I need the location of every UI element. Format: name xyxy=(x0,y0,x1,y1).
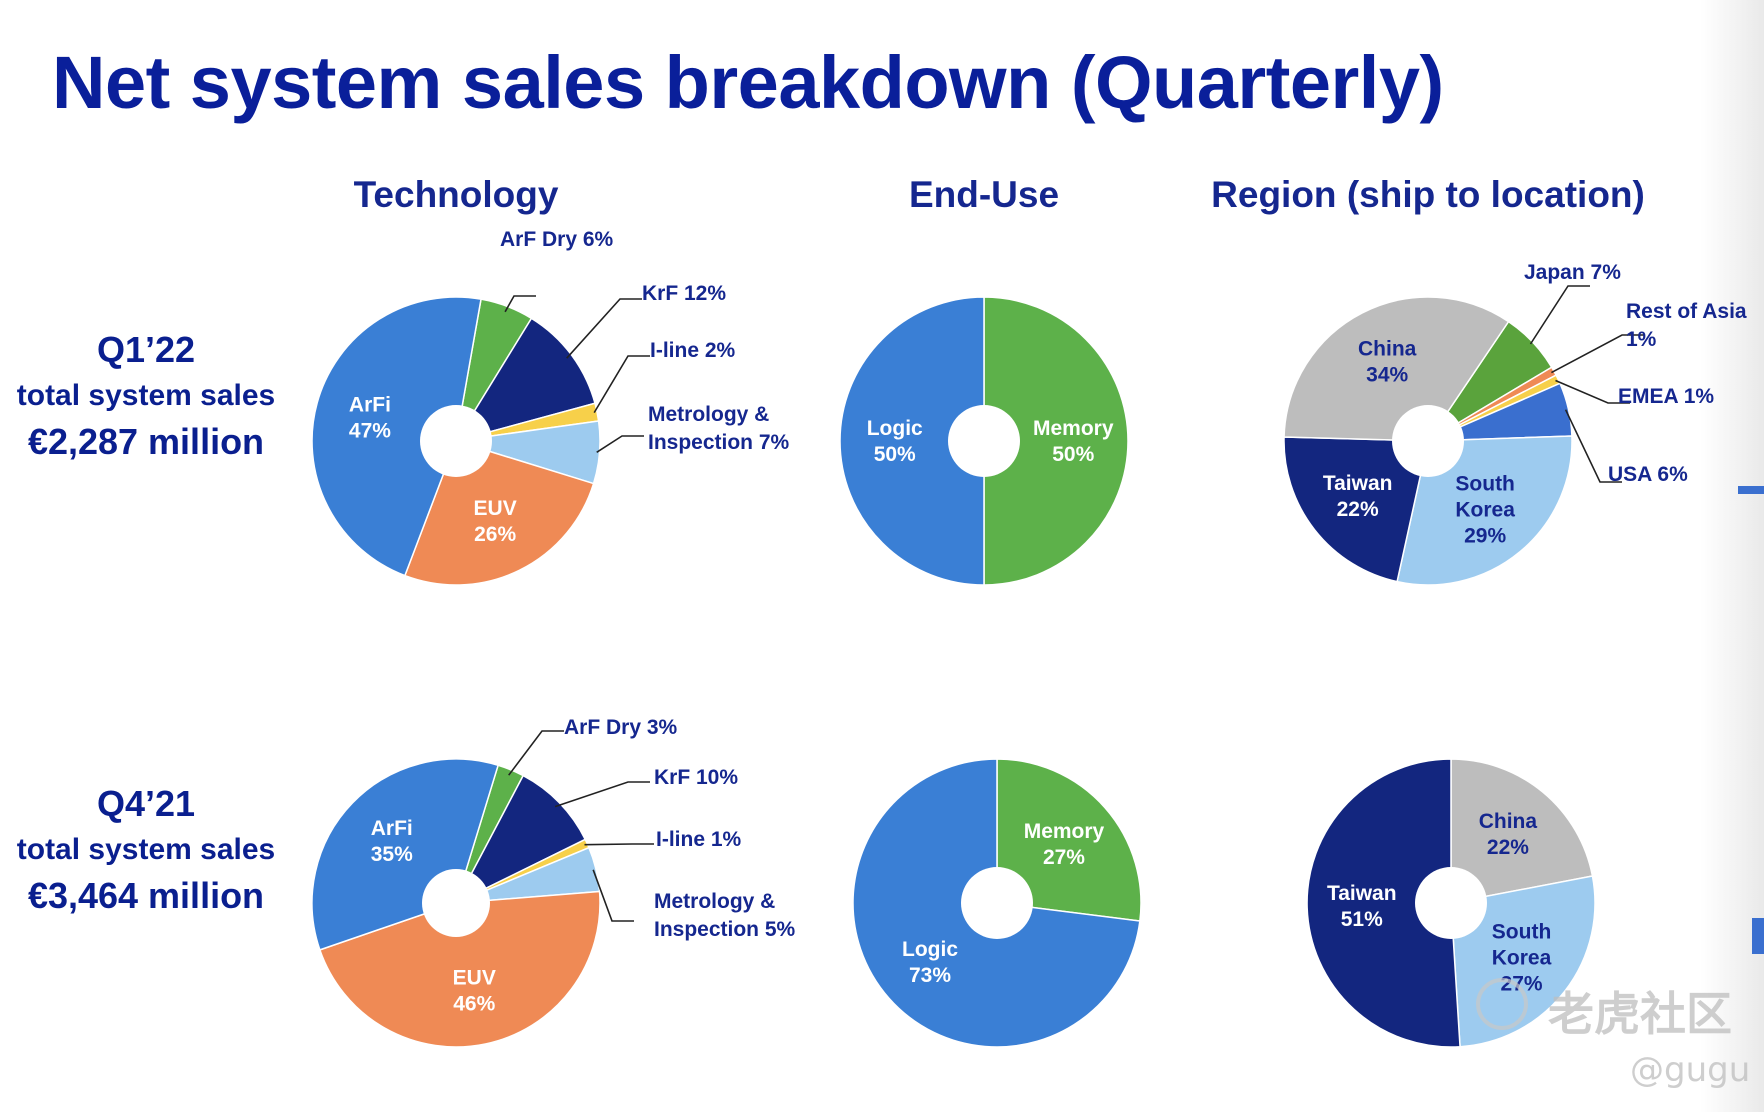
slice-label-china: China 22% xyxy=(1479,810,1538,859)
slice-label-taiwan: Taiwan 51% xyxy=(1327,882,1397,931)
pie-slice-krf xyxy=(454,317,596,443)
callout-line-arf-dry xyxy=(504,295,536,313)
pie-chart-end-use-q4-21: Memory 27% Logic 73% xyxy=(852,758,1142,1048)
callout-label-i-line: I-line 1% xyxy=(656,828,742,851)
callout-label-arf-dry: ArF Dry 3% xyxy=(564,716,678,739)
slice-label-china: China 34% xyxy=(1358,338,1417,387)
callout-line-usa xyxy=(1564,409,1622,483)
slice-label-logic: Logic 73% xyxy=(902,938,958,987)
slice-label-memory: Memory 27% xyxy=(1024,820,1105,869)
callout-line-krf xyxy=(566,298,642,359)
pie-chart-technology-q4-21: ArF Dry 3% KrF 10% I-line 1% Metrology & Ins… xyxy=(311,716,796,1048)
total-caption: total system sales xyxy=(16,379,276,412)
total-sales-value: €3,464 million xyxy=(27,875,265,916)
donut-hole xyxy=(961,867,1033,939)
slide-title: Net system sales breakdown (Quarterly) xyxy=(52,41,1444,124)
callout-label-arf-dry: ArF Dry 6% xyxy=(500,228,614,251)
donut-hole xyxy=(1415,867,1487,939)
cropped-bar xyxy=(1738,486,1764,494)
slice-label-taiwan: Taiwan 22% xyxy=(1323,472,1393,521)
callout-line-emea xyxy=(1555,379,1630,404)
slice-label-south-korea: South Korea 29% xyxy=(1455,473,1515,548)
donut-hole xyxy=(948,405,1020,477)
donut-hole xyxy=(422,869,490,937)
pie-chart-technology-q1-22: ArF Dry 6% KrF 12% I-line 2% Metrology & Ins… xyxy=(311,228,790,586)
slice-label-arfi: ArFi 35% xyxy=(371,817,413,866)
pie-slice-krf xyxy=(454,774,587,905)
total-caption: total system sales xyxy=(16,833,276,866)
pie-slice-logic xyxy=(839,296,985,586)
pie-slice-taiwan xyxy=(1306,758,1461,1048)
callout-line-metrology-inspection xyxy=(596,435,644,453)
pie-slice-euv xyxy=(318,890,601,1048)
callout-line-arf-dry xyxy=(508,730,564,776)
watermark-logo-icon xyxy=(1476,978,1528,1030)
callout-label-japan: Japan 7% xyxy=(1524,261,1621,284)
cropped-bar xyxy=(1752,918,1764,954)
callout-line-rest-of-asia xyxy=(1551,334,1644,374)
row-label-q4-21: Q4’21 total system sales €3,464 million xyxy=(0,780,292,920)
pie-slice-euv xyxy=(403,440,595,586)
callout-label-emea: EMEA 1% xyxy=(1618,385,1714,408)
callout-line-metrology-inspection xyxy=(592,869,634,922)
pie-chart-end-use-q1-22: Memory 50% Logic 50% xyxy=(839,296,1129,586)
pie-slice-memory xyxy=(983,296,1129,586)
slice-label-euv: EUV 46% xyxy=(453,966,496,1015)
column-heading-region: Region (ship to location) xyxy=(1211,174,1645,215)
slice-label-arfi: ArFi 47% xyxy=(349,393,391,442)
quarter-label: Q1’22 xyxy=(96,329,196,370)
callout-label-rest-of-asia: Rest of Asia 1% xyxy=(1626,300,1747,351)
pie-slice-memory xyxy=(996,758,1142,922)
callout-label-metrology-inspection: Metrology & Inspection 7% xyxy=(648,403,790,454)
column-heading-end-use: End-Use xyxy=(908,174,1060,215)
donut-hole xyxy=(420,405,492,477)
pie-chart-region-ship-to-location-q1-22: Japan 7%Rest of Asia 1% EMEA 1% USA 6% South… xyxy=(1283,261,1747,586)
pie-slice-china xyxy=(1283,296,1510,442)
row-label-q1-22: Q1’22 total system sales €2,287 million xyxy=(0,326,292,466)
callout-label-i-line: I-line 2% xyxy=(650,339,736,362)
pie-slice-china xyxy=(1450,758,1594,904)
cropped-edge-marks xyxy=(1738,486,1764,954)
watermark-user: @gugu xyxy=(1630,1050,1751,1090)
watermark-brand: 老虎社区 xyxy=(1548,987,1732,1041)
callout-line-i-line xyxy=(584,843,654,846)
callout-label-metrology-inspection: Metrology & Inspection 5% xyxy=(654,890,796,941)
pie-slice-arfi xyxy=(311,296,482,577)
donut-hole xyxy=(1392,405,1464,477)
total-sales-value: €2,287 million xyxy=(27,421,265,462)
pie-slice-taiwan xyxy=(1283,436,1429,583)
callout-line-i-line xyxy=(593,355,650,414)
callout-label-krf: KrF 12% xyxy=(642,282,726,305)
callout-line-krf xyxy=(554,781,650,808)
column-heading-technology: Technology xyxy=(353,174,559,215)
callout-line-japan xyxy=(1529,285,1590,345)
callout-label-krf: KrF 10% xyxy=(654,766,738,789)
slice-label-euv: EUV 26% xyxy=(474,497,517,546)
callout-label-usa: USA 6% xyxy=(1608,463,1688,486)
quarter-label: Q4’21 xyxy=(96,783,196,824)
slice-label-memory: Memory 50% xyxy=(1033,417,1114,466)
slice-label-logic: Logic 50% xyxy=(867,417,923,466)
